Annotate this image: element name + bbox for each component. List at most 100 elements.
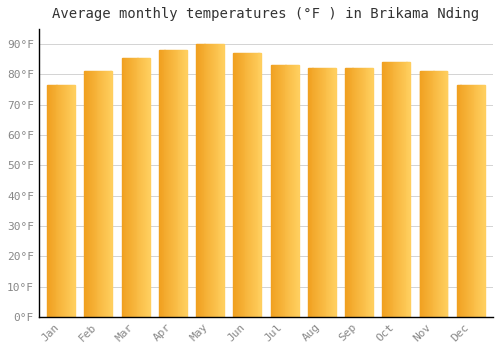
Bar [105, 71, 106, 317]
Bar [146, 58, 147, 317]
Bar [56, 85, 58, 317]
Bar [408, 62, 410, 317]
Bar [400, 62, 401, 317]
Bar [160, 50, 162, 317]
Bar [350, 69, 352, 317]
Bar [160, 50, 161, 317]
Bar [314, 69, 316, 317]
Bar [333, 69, 334, 317]
Bar [383, 62, 384, 317]
Bar [364, 69, 366, 317]
Bar [66, 85, 67, 317]
Bar [426, 71, 427, 317]
Bar [290, 65, 291, 317]
Bar [275, 65, 276, 317]
Bar [52, 85, 53, 317]
Bar [384, 62, 385, 317]
Bar [440, 71, 441, 317]
Bar [403, 62, 404, 317]
Bar [308, 69, 309, 317]
Bar [180, 50, 182, 317]
Bar [270, 65, 272, 317]
Bar [51, 85, 52, 317]
Bar [250, 53, 251, 317]
Bar [210, 44, 211, 317]
Bar [478, 85, 479, 317]
Bar [387, 62, 388, 317]
Bar [361, 69, 362, 317]
Bar [322, 69, 324, 317]
Bar [472, 85, 474, 317]
Bar [427, 71, 428, 317]
Bar [199, 44, 200, 317]
Bar [93, 71, 94, 317]
Bar [396, 62, 397, 317]
Bar [390, 62, 392, 317]
Bar [460, 85, 462, 317]
Bar [476, 85, 478, 317]
Bar [401, 62, 402, 317]
Bar [174, 50, 176, 317]
Bar [213, 44, 214, 317]
Bar [92, 71, 93, 317]
Bar [169, 50, 170, 317]
Bar [182, 50, 183, 317]
Bar [394, 62, 396, 317]
Bar [171, 50, 172, 317]
Bar [316, 69, 317, 317]
Bar [61, 85, 62, 317]
Bar [424, 71, 425, 317]
Bar [246, 53, 248, 317]
Bar [73, 85, 74, 317]
Bar [436, 71, 437, 317]
Bar [145, 58, 146, 317]
Bar [223, 44, 224, 317]
Bar [465, 85, 466, 317]
Bar [65, 85, 66, 317]
Bar [98, 71, 100, 317]
Bar [68, 85, 70, 317]
Bar [200, 44, 201, 317]
Bar [142, 58, 143, 317]
Bar [127, 58, 128, 317]
Bar [282, 65, 284, 317]
Bar [293, 65, 294, 317]
Bar [47, 85, 48, 317]
Bar [133, 58, 134, 317]
Bar [166, 50, 168, 317]
Bar [185, 50, 186, 317]
Bar [286, 65, 288, 317]
Bar [479, 85, 480, 317]
Bar [354, 69, 356, 317]
Bar [144, 58, 145, 317]
Bar [170, 50, 171, 317]
Bar [101, 71, 102, 317]
Bar [385, 62, 386, 317]
Bar [211, 44, 212, 317]
Bar [441, 71, 442, 317]
Bar [218, 44, 220, 317]
Bar [181, 50, 182, 317]
Bar [481, 85, 482, 317]
Bar [352, 69, 354, 317]
Bar [276, 65, 277, 317]
Bar [183, 50, 184, 317]
Bar [437, 71, 438, 317]
Bar [288, 65, 289, 317]
Bar [466, 85, 467, 317]
Bar [469, 85, 470, 317]
Bar [278, 65, 279, 317]
Bar [234, 53, 236, 317]
Bar [294, 65, 295, 317]
Bar [252, 53, 253, 317]
Bar [279, 65, 280, 317]
Bar [404, 62, 406, 317]
Bar [358, 69, 359, 317]
Bar [60, 85, 61, 317]
Bar [164, 50, 166, 317]
Bar [425, 71, 426, 317]
Bar [399, 62, 400, 317]
Bar [296, 65, 298, 317]
Bar [197, 44, 198, 317]
Bar [159, 50, 160, 317]
